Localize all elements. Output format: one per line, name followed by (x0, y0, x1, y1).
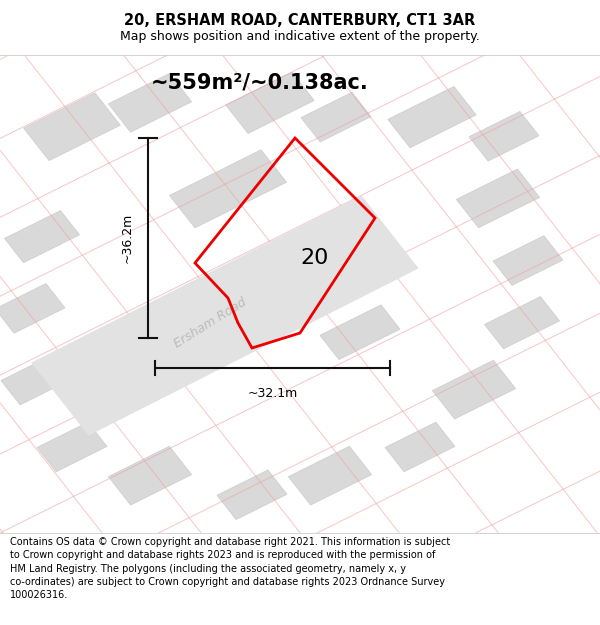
Polygon shape (23, 92, 121, 161)
Polygon shape (320, 305, 400, 359)
Text: Map shows position and indicative extent of the property.: Map shows position and indicative extent… (120, 30, 480, 43)
Polygon shape (289, 446, 371, 505)
Polygon shape (433, 360, 515, 419)
Polygon shape (109, 73, 191, 132)
Polygon shape (109, 446, 191, 505)
Text: ~32.1m: ~32.1m (247, 387, 298, 400)
Polygon shape (217, 470, 287, 519)
Text: Contains OS data © Crown copyright and database right 2021. This information is : Contains OS data © Crown copyright and d… (10, 538, 450, 600)
Polygon shape (37, 422, 107, 472)
Polygon shape (457, 169, 539, 228)
Text: 20, ERSHAM ROAD, CANTERBURY, CT1 3AR: 20, ERSHAM ROAD, CANTERBURY, CT1 3AR (124, 13, 476, 28)
Polygon shape (4, 211, 80, 262)
Polygon shape (181, 310, 275, 374)
Text: ~36.2m: ~36.2m (121, 213, 133, 263)
Polygon shape (169, 150, 287, 228)
Polygon shape (31, 196, 419, 436)
Polygon shape (278, 212, 382, 281)
Polygon shape (1, 355, 71, 405)
Text: Ersham Road: Ersham Road (172, 295, 248, 350)
Polygon shape (493, 236, 563, 286)
Text: 20: 20 (301, 248, 329, 268)
Polygon shape (469, 111, 539, 161)
Polygon shape (0, 284, 65, 333)
Text: ~559m²/~0.138ac.: ~559m²/~0.138ac. (151, 73, 369, 93)
Polygon shape (301, 92, 371, 142)
Polygon shape (226, 72, 314, 134)
Polygon shape (385, 422, 455, 472)
Polygon shape (484, 297, 560, 349)
Polygon shape (388, 86, 476, 148)
